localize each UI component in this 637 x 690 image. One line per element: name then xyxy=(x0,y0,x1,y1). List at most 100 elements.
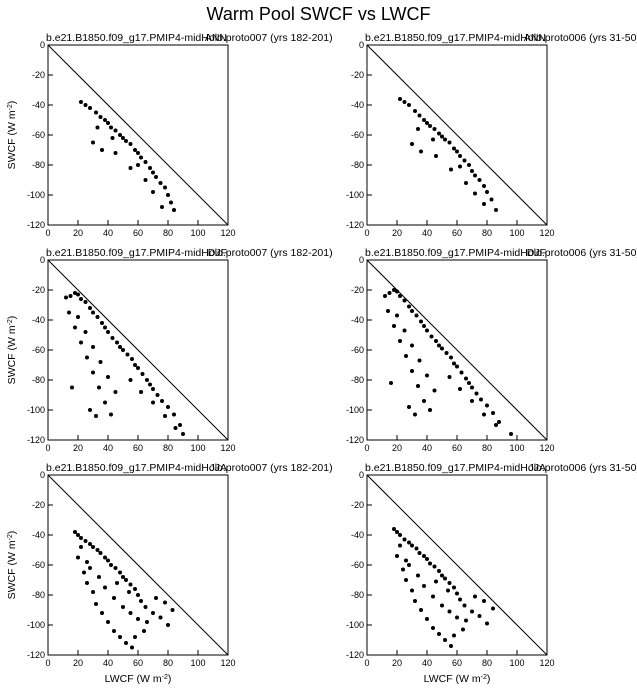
data-point xyxy=(482,202,486,206)
data-point xyxy=(407,540,411,545)
data-point xyxy=(402,298,407,303)
data-point xyxy=(386,309,390,313)
data-point xyxy=(103,325,107,330)
data-point xyxy=(79,100,83,104)
data-point xyxy=(425,557,429,561)
x-tick-label: 40 xyxy=(103,443,113,453)
data-point xyxy=(88,408,92,412)
data-point xyxy=(395,289,399,294)
x-tick-label: 100 xyxy=(509,228,524,238)
data-point xyxy=(130,357,134,361)
chart-panel: b.e21.B1850.f09_g17.PMIP4-midHolo.proto0… xyxy=(6,32,333,238)
data-point xyxy=(410,142,414,146)
data-point xyxy=(154,175,158,179)
data-point xyxy=(458,597,462,602)
data-point xyxy=(148,166,152,170)
y-tick-label: -40 xyxy=(351,315,364,325)
data-point xyxy=(140,372,145,376)
data-point xyxy=(88,106,92,110)
y-tick-label: -80 xyxy=(32,160,45,170)
y-tick-label: -20 xyxy=(351,500,364,510)
data-point xyxy=(79,340,83,345)
x-tick-label: 20 xyxy=(73,228,83,238)
x-tick-label: 60 xyxy=(452,443,462,453)
data-point xyxy=(95,315,100,319)
data-point xyxy=(509,432,513,436)
data-point xyxy=(139,599,143,603)
data-point xyxy=(128,166,133,170)
data-point xyxy=(462,158,467,163)
data-point xyxy=(103,555,107,560)
data-point xyxy=(474,391,479,396)
y-tick-label: -120 xyxy=(346,650,364,660)
data-point xyxy=(76,555,80,560)
data-point xyxy=(470,169,474,173)
y-axis-label: SWCF (W m-2) xyxy=(6,101,18,170)
reference-line xyxy=(366,474,548,656)
data-point xyxy=(443,576,447,581)
data-point xyxy=(455,591,459,596)
data-point xyxy=(98,115,103,119)
y-tick-label: -40 xyxy=(32,315,45,325)
data-point xyxy=(452,633,456,638)
data-point xyxy=(444,351,449,355)
x-tick-label: 20 xyxy=(392,228,402,238)
data-point xyxy=(437,632,441,636)
x-tick-label: 100 xyxy=(190,658,205,668)
data-point xyxy=(172,208,176,212)
data-point xyxy=(398,339,402,343)
data-point xyxy=(106,121,110,125)
y-tick-label: -80 xyxy=(32,375,45,385)
x-tick-label: 20 xyxy=(73,443,83,453)
data-point xyxy=(413,412,417,417)
data-point xyxy=(437,131,441,136)
data-point xyxy=(482,184,486,188)
data-point xyxy=(143,178,148,182)
reference-line xyxy=(47,259,229,441)
data-point xyxy=(417,551,422,555)
data-point xyxy=(83,300,88,304)
data-point xyxy=(494,423,498,427)
data-point xyxy=(109,125,113,130)
data-point xyxy=(91,345,95,349)
data-point xyxy=(404,558,408,563)
data-point xyxy=(133,148,137,152)
data-point xyxy=(416,384,420,388)
data-point xyxy=(398,97,402,101)
data-point xyxy=(83,330,88,334)
data-point xyxy=(136,617,140,621)
data-point xyxy=(124,139,128,143)
y-tick-label: -20 xyxy=(351,285,364,295)
data-point xyxy=(76,315,80,319)
data-point xyxy=(446,588,450,593)
data-point xyxy=(431,137,435,142)
data-point xyxy=(464,181,468,185)
data-point xyxy=(383,294,387,298)
data-point xyxy=(455,615,459,620)
data-point xyxy=(112,596,116,600)
x-tick-label: 120 xyxy=(220,658,235,668)
data-point xyxy=(473,594,477,599)
reference-line xyxy=(366,259,548,441)
data-point xyxy=(178,423,182,427)
data-point xyxy=(387,291,392,295)
data-point xyxy=(482,599,486,603)
data-point xyxy=(398,543,402,548)
data-point xyxy=(148,382,152,387)
data-point xyxy=(73,530,77,534)
reference-line xyxy=(47,474,229,656)
data-point xyxy=(416,127,420,131)
data-point xyxy=(429,334,434,339)
data-point xyxy=(425,373,429,378)
data-point xyxy=(425,328,429,333)
x-tick-label: 0 xyxy=(364,228,369,238)
data-point xyxy=(470,399,474,403)
data-point xyxy=(124,641,128,645)
data-point xyxy=(136,151,140,155)
data-point xyxy=(173,426,178,430)
data-point xyxy=(395,313,399,318)
y-tick-label: -80 xyxy=(351,590,364,600)
data-point xyxy=(145,620,149,624)
data-point xyxy=(142,629,146,633)
y-tick-label: 0 xyxy=(359,255,364,265)
